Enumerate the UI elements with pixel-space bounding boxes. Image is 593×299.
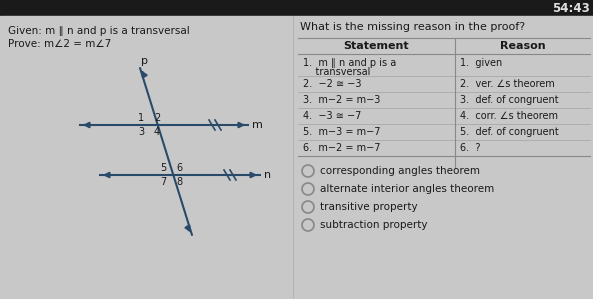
Text: n: n: [264, 170, 271, 180]
Text: 6.  m−2 = m−7: 6. m−2 = m−7: [303, 143, 381, 153]
Text: 2.  −2 ≅ −3: 2. −2 ≅ −3: [303, 79, 362, 89]
Text: 4.  −3 ≅ −7: 4. −3 ≅ −7: [303, 111, 361, 121]
Text: p: p: [142, 56, 148, 66]
Text: Given: m ∥ n and p is a transversal: Given: m ∥ n and p is a transversal: [8, 26, 190, 36]
Text: 1.  m ∥ n and p is a: 1. m ∥ n and p is a: [303, 58, 396, 68]
Text: What is the missing reason in the proof?: What is the missing reason in the proof?: [300, 22, 525, 32]
Text: 1: 1: [138, 113, 144, 123]
Text: 4.  corr. ∠s theorem: 4. corr. ∠s theorem: [460, 111, 558, 121]
Text: subtraction property: subtraction property: [320, 220, 428, 230]
Text: alternate interior angles theorem: alternate interior angles theorem: [320, 184, 494, 194]
Text: 5.  m−3 = m−7: 5. m−3 = m−7: [303, 127, 381, 137]
Circle shape: [302, 219, 314, 231]
Text: corresponding angles theorem: corresponding angles theorem: [320, 166, 480, 176]
Text: 6: 6: [176, 163, 182, 173]
Text: 2: 2: [154, 113, 160, 123]
Text: 7: 7: [160, 177, 166, 187]
Text: Prove: m∠2 = m∠7: Prove: m∠2 = m∠7: [8, 39, 111, 49]
Text: 5.  def. of congruent: 5. def. of congruent: [460, 127, 559, 137]
Text: transversal: transversal: [303, 67, 371, 77]
Circle shape: [302, 183, 314, 195]
Text: transitive property: transitive property: [320, 202, 417, 212]
Text: 6.  ?: 6. ?: [460, 143, 480, 153]
Text: 3.  def. of congruent: 3. def. of congruent: [460, 95, 559, 105]
Bar: [0, 0, 593, 16]
Text: 3: 3: [138, 127, 144, 137]
Circle shape: [302, 201, 314, 213]
Text: 4: 4: [154, 127, 160, 137]
Text: Statement: Statement: [344, 41, 409, 51]
Text: Reason: Reason: [500, 41, 546, 51]
Text: 5: 5: [160, 163, 166, 173]
Text: m: m: [252, 120, 263, 130]
Circle shape: [302, 165, 314, 177]
Text: 54:43: 54:43: [552, 1, 590, 14]
Text: 3.  m−2 = m−3: 3. m−2 = m−3: [303, 95, 380, 105]
Text: 8: 8: [176, 177, 182, 187]
Text: 1.  given: 1. given: [460, 58, 502, 68]
Text: 2.  ver. ∠s theorem: 2. ver. ∠s theorem: [460, 79, 554, 89]
